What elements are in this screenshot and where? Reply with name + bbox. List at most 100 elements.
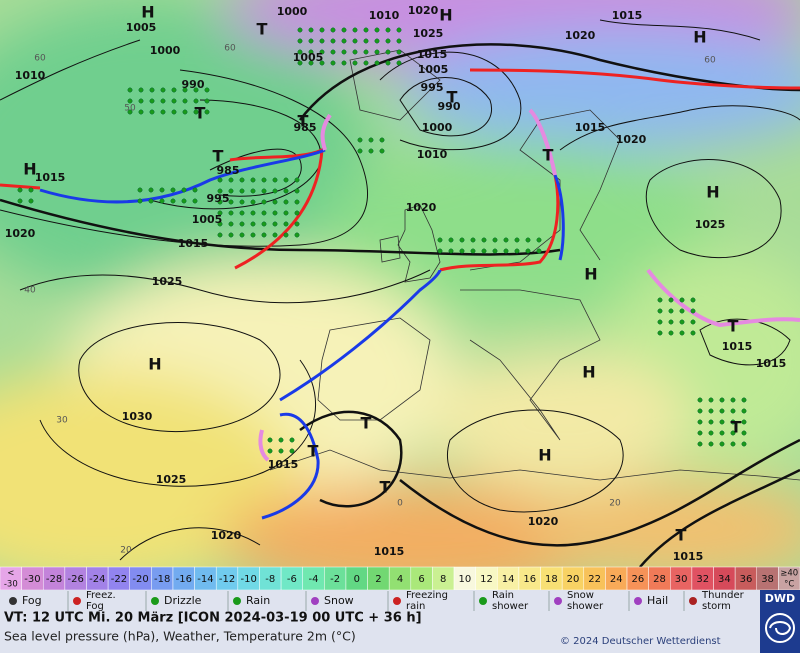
isobar-label: 1020 xyxy=(616,133,647,146)
isobar-label: 1025 xyxy=(156,473,187,486)
rain-symbol xyxy=(228,199,234,205)
rain-symbol xyxy=(719,408,725,414)
rain-symbol xyxy=(308,27,314,33)
isobar-label: 1025 xyxy=(413,27,444,40)
rain-symbol xyxy=(294,188,300,194)
rain-symbol xyxy=(193,109,199,115)
scale-label: -30 xyxy=(4,580,18,590)
rain-symbol xyxy=(657,330,663,336)
isobar-label: 1015 xyxy=(673,550,704,563)
rain-symbol xyxy=(148,198,154,204)
rain-symbol xyxy=(283,177,289,183)
scale-label: 32 xyxy=(696,574,709,585)
rain-symbol xyxy=(127,109,133,115)
isobar-label: 1030 xyxy=(122,410,153,423)
legend-label: Freez. xyxy=(86,590,116,601)
isobar-label: 1010 xyxy=(417,148,448,161)
isobar-label: 985 xyxy=(294,121,317,134)
scale-label: 18 xyxy=(545,574,558,585)
legend-label: Drizzle xyxy=(164,594,202,607)
rain-symbol xyxy=(690,297,696,303)
rain-symbol xyxy=(730,408,736,414)
rain-symbol xyxy=(204,87,210,93)
rain-symbol xyxy=(741,397,747,403)
legend-label: Snow xyxy=(324,594,354,607)
isobars xyxy=(0,19,800,567)
rain-symbol xyxy=(690,319,696,325)
rain-symbol xyxy=(308,49,314,55)
pressure-center: T xyxy=(308,442,319,461)
pressure-center: H xyxy=(141,3,154,22)
rain-symbol xyxy=(536,248,542,254)
rain-symbol xyxy=(741,441,747,447)
rain-symbol xyxy=(396,60,402,66)
rain-symbol xyxy=(272,188,278,194)
pressure-center: T xyxy=(728,317,739,336)
scale-label: -20 xyxy=(132,574,148,585)
rain-symbol xyxy=(708,419,714,425)
rain-symbol xyxy=(239,177,245,183)
rain-symbol xyxy=(149,87,155,93)
rain-symbol xyxy=(492,237,498,243)
rain-symbol xyxy=(171,98,177,104)
grid-label: 60 xyxy=(224,44,236,54)
weather-symbols xyxy=(17,27,747,454)
legend-label: Fog xyxy=(86,601,104,612)
grid-label: 20 xyxy=(609,499,621,509)
pressure-center: H xyxy=(148,355,161,374)
scale-label: -2 xyxy=(330,574,340,585)
rain-symbol xyxy=(193,98,199,104)
rain-symbol xyxy=(730,397,736,403)
scale-label: °C xyxy=(784,580,794,590)
rain-symbol xyxy=(294,221,300,227)
rain-symbol xyxy=(294,232,300,238)
legend-label: Rain xyxy=(492,590,514,601)
grid-label: 50 xyxy=(124,104,136,114)
rain-symbol xyxy=(127,87,133,93)
rain-symbol xyxy=(239,210,245,216)
rain-symbol xyxy=(385,60,391,66)
rain-symbol xyxy=(148,187,154,193)
rain-symbol xyxy=(437,237,443,243)
rain-symbol xyxy=(363,49,369,55)
rain-symbol xyxy=(657,319,663,325)
rain-symbol xyxy=(250,199,256,205)
logo-emblem xyxy=(765,613,795,643)
rain-symbol xyxy=(217,210,223,216)
rain-symbol xyxy=(363,60,369,66)
rain-symbol xyxy=(250,188,256,194)
isobar-label: 995 xyxy=(207,192,230,205)
pressure-center: T xyxy=(543,146,554,165)
rain-symbol xyxy=(481,248,487,254)
legend-label: Thunder xyxy=(701,590,745,601)
rain-symbol xyxy=(368,137,374,143)
rain-symbol xyxy=(379,148,385,154)
logo-text: DWD xyxy=(765,592,795,605)
isobar-label: 1025 xyxy=(152,275,183,288)
rain-symbol xyxy=(708,397,714,403)
scale-label: 4 xyxy=(397,574,403,585)
rain-symbol xyxy=(127,98,133,104)
rain-symbol xyxy=(283,210,289,216)
pressure-center: T xyxy=(257,20,268,39)
grid-label: 60 xyxy=(34,54,46,64)
rain-symbol xyxy=(217,177,223,183)
pressure-center: H xyxy=(23,160,36,179)
scale-label: -10 xyxy=(240,574,256,585)
scale-label: 14 xyxy=(502,574,515,585)
isobar-label: 1015 xyxy=(575,121,606,134)
rain-symbol xyxy=(138,87,144,93)
rain-symbol xyxy=(137,187,143,193)
legend-background xyxy=(0,590,760,612)
rain-symbol xyxy=(357,137,363,143)
rain-symbol xyxy=(239,188,245,194)
valid-time: VT: 12 UTC Mi. 20 März [ICON 2024-03-19 … xyxy=(4,611,422,626)
isobar-label: 1015 xyxy=(35,171,66,184)
scale-label: -30 xyxy=(24,574,40,585)
rain-symbol xyxy=(261,221,267,227)
scale-label: 38 xyxy=(761,574,774,585)
rain-symbol xyxy=(730,441,736,447)
isobar-label: 1005 xyxy=(192,213,223,226)
rain-symbol xyxy=(719,419,725,425)
rain-symbol xyxy=(294,199,300,205)
